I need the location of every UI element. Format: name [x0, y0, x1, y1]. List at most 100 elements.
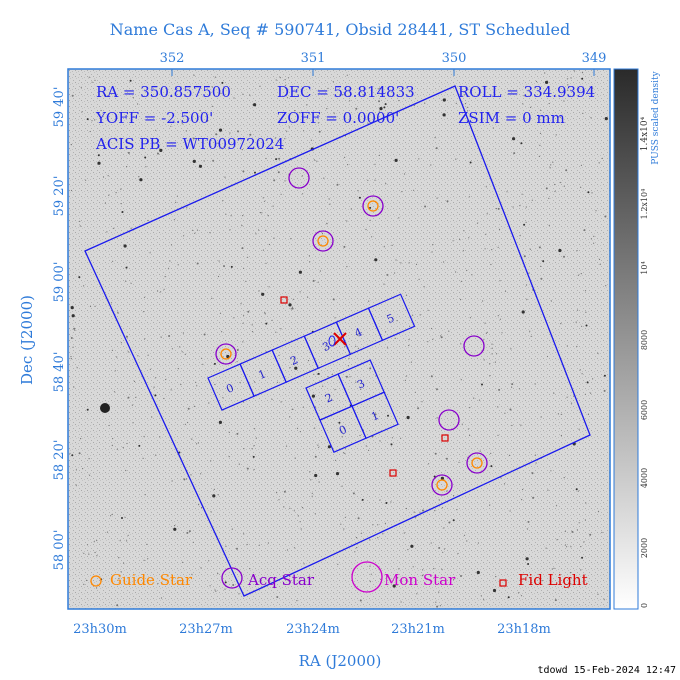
acq-star-marker [288, 167, 310, 189]
background-star [372, 524, 374, 526]
background-star [398, 100, 400, 102]
background-star [448, 330, 450, 332]
background-star [85, 579, 88, 582]
background-star [509, 510, 511, 512]
background-star [253, 468, 255, 471]
background-star [114, 137, 116, 139]
background-star [318, 481, 320, 483]
background-star [184, 353, 186, 355]
background-star [238, 593, 240, 595]
background-star [163, 288, 165, 290]
background-star [310, 139, 312, 141]
background-star [89, 130, 91, 133]
background-star [137, 355, 139, 357]
background-star [193, 405, 195, 407]
background-star [160, 336, 162, 338]
background-star [446, 200, 449, 203]
background-star [284, 84, 287, 86]
background-star [116, 448, 118, 450]
background-star [297, 515, 299, 517]
left-tick-label: 58 00' [52, 530, 67, 571]
background-star [236, 361, 238, 363]
background-star [296, 427, 299, 429]
background-star [575, 488, 578, 491]
background-star [132, 422, 134, 424]
background-star [492, 127, 494, 129]
background-star [369, 539, 371, 541]
background-star [311, 394, 315, 398]
background-star [293, 510, 295, 512]
background-star [299, 431, 301, 433]
background-star [374, 258, 378, 262]
background-star [595, 210, 597, 212]
background-star [159, 148, 163, 152]
background-star [85, 179, 87, 181]
background-star [464, 103, 467, 105]
background-star [70, 356, 72, 358]
background-star [463, 230, 465, 232]
background-star [342, 452, 345, 454]
background-star [112, 260, 114, 262]
colorbar-tick: 10⁴ [640, 261, 649, 274]
background-star [430, 542, 432, 544]
background-star [181, 120, 183, 122]
background-star [338, 421, 341, 424]
background-star [229, 229, 231, 231]
background-star [430, 164, 432, 166]
background-star [104, 94, 107, 97]
background-star [86, 118, 89, 121]
background-star [124, 516, 126, 518]
background-star [183, 478, 186, 481]
acq-star-marker [312, 230, 334, 252]
background-star [484, 248, 486, 250]
background-star [423, 286, 425, 288]
acis-i-chips: 2 3 0 1 [305, 359, 399, 453]
background-star [96, 555, 98, 557]
background-star [275, 158, 278, 161]
background-star [434, 510, 436, 512]
dec-value: DEC = 58.814833 [277, 83, 415, 101]
background-star [243, 314, 245, 316]
background-star [285, 445, 288, 447]
background-star [384, 103, 387, 106]
background-star [386, 273, 389, 276]
background-star [233, 317, 235, 319]
background-star [485, 233, 487, 235]
background-star [230, 265, 233, 268]
background-star [264, 313, 266, 315]
background-star [498, 388, 501, 391]
background-star [581, 373, 583, 375]
background-star [325, 348, 327, 350]
background-star [597, 593, 599, 595]
fid-light-marker [280, 296, 288, 304]
background-star [453, 578, 455, 581]
background-star [143, 435, 145, 438]
background-star [160, 597, 163, 599]
background-star [355, 537, 358, 539]
background-star [419, 511, 421, 513]
background-star [460, 298, 462, 301]
background-star [79, 220, 81, 222]
background-star [212, 159, 215, 162]
background-star [94, 551, 96, 554]
background-star [445, 457, 448, 460]
background-star [343, 528, 345, 530]
background-star [513, 152, 516, 155]
fid-light-marker [389, 469, 397, 477]
background-star [188, 530, 191, 533]
background-star [341, 485, 343, 487]
background-star [548, 102, 550, 105]
background-star [313, 373, 315, 375]
background-star [167, 267, 170, 269]
colorbar-tick: 6000 [640, 400, 649, 420]
yoff-value: YOFF = -2.500' [95, 109, 213, 127]
background-star [120, 203, 122, 205]
background-star [318, 130, 321, 133]
background-star [265, 229, 267, 231]
background-star [70, 337, 73, 339]
background-star [175, 201, 177, 203]
background-star [73, 327, 76, 330]
background-star [323, 177, 325, 179]
background-star [326, 108, 328, 110]
background-star [557, 413, 560, 415]
